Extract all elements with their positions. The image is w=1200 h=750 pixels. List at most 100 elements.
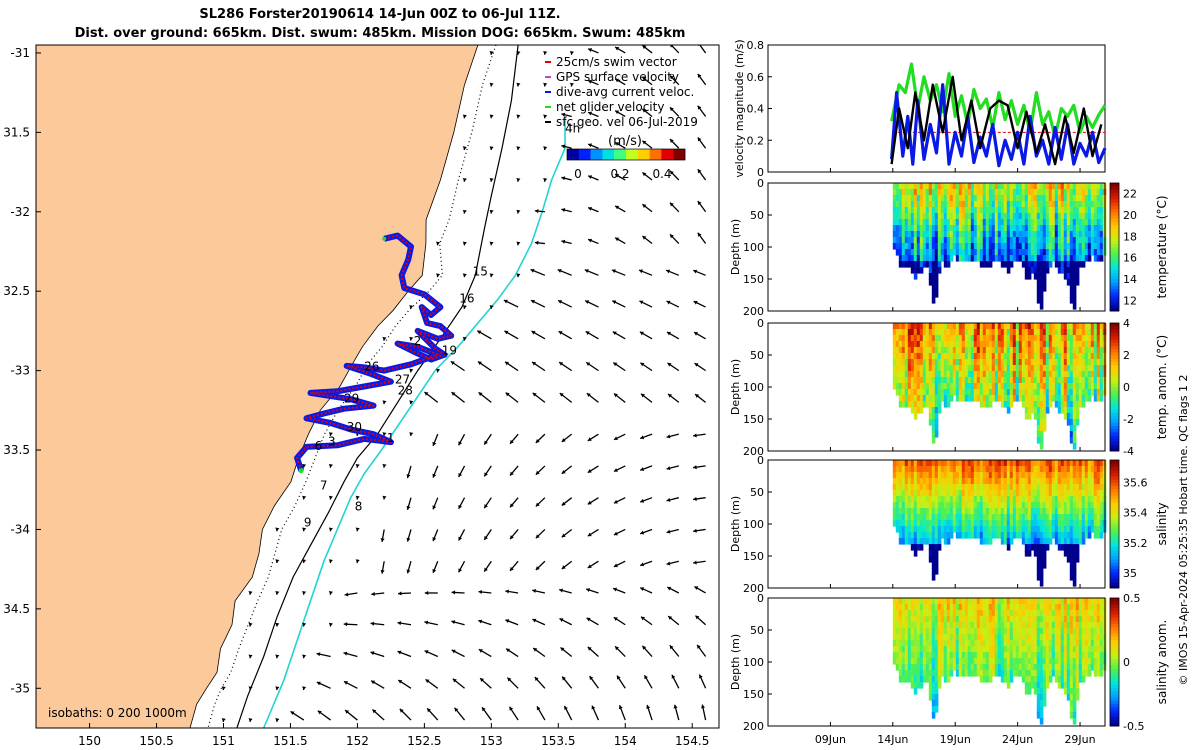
section-cell [1012, 335, 1017, 342]
section-cell [1084, 616, 1089, 623]
section-cell [1027, 532, 1032, 539]
section-cell [913, 622, 918, 629]
section-cell [1066, 243, 1071, 250]
section-cell [985, 532, 990, 539]
velocity-arrow-head [248, 718, 253, 722]
section-cell [1024, 219, 1029, 226]
section-cell [919, 532, 924, 539]
section-cell [1030, 622, 1035, 629]
section-cell [1078, 520, 1083, 527]
section-cell [1051, 371, 1056, 378]
velocity-arrow-head [275, 686, 280, 691]
map-x-tick-label: 153.5 [541, 734, 575, 748]
section-cell [1066, 207, 1071, 214]
land [36, 45, 479, 728]
section-cell [943, 490, 948, 497]
section-cell [955, 189, 960, 196]
section-cell [1015, 640, 1020, 647]
section-cell [1075, 616, 1080, 623]
colorbar-segment [1110, 199, 1119, 203]
section-cell [982, 261, 987, 268]
section-cell [958, 514, 963, 521]
section-cell [922, 225, 927, 232]
section-cell [991, 598, 996, 605]
section-cell [976, 652, 981, 659]
section-cell [1057, 219, 1062, 226]
section-cell [931, 556, 936, 563]
section-cell [1099, 323, 1104, 330]
section-cell [934, 195, 939, 202]
section-cell [925, 207, 930, 214]
section-cell [988, 460, 993, 467]
section-cell [1099, 359, 1104, 366]
velocity-arrow-head [666, 434, 671, 439]
section-cell [1030, 502, 1035, 509]
section-cell [940, 207, 945, 214]
section-cell [973, 347, 978, 354]
section-cell [910, 466, 915, 473]
section-cell [1042, 183, 1047, 190]
section-cell [1066, 538, 1071, 545]
section-cell [1087, 646, 1092, 653]
section-cell [988, 371, 993, 378]
section-cell [991, 640, 996, 647]
section-cell [1033, 407, 1038, 414]
section-cell [913, 371, 918, 378]
section-cell [1003, 219, 1008, 226]
section-cell [922, 508, 927, 515]
section-cell [964, 616, 969, 623]
section-cell [913, 520, 918, 527]
section-cell [1003, 460, 1008, 467]
section-cell [916, 514, 921, 521]
section-cell [1087, 664, 1092, 671]
section-cell [1024, 688, 1029, 695]
section-cell [946, 201, 951, 208]
section-cell [1069, 401, 1074, 408]
section-cell [1066, 395, 1071, 402]
section-cell [1036, 225, 1041, 232]
section-cell [991, 466, 996, 473]
colorbar-segment [1110, 578, 1119, 583]
section-cell [1084, 610, 1089, 617]
section-cell [952, 472, 957, 479]
velocity-arrow-head [248, 591, 253, 595]
section-cell [934, 341, 939, 348]
section-cell [1003, 472, 1008, 479]
section-cell [1006, 243, 1011, 250]
section-cell [949, 646, 954, 653]
velocity-arrow-head [697, 201, 702, 205]
section-cell [931, 255, 936, 262]
section-cell [1084, 323, 1089, 330]
section-cell [964, 478, 969, 485]
section-cell [913, 490, 918, 497]
section-cell [1099, 213, 1104, 220]
section-cell [1099, 243, 1104, 250]
section-cell [1027, 460, 1032, 467]
velocity-arrow-head [693, 528, 697, 533]
legend-colorbar-segment [602, 149, 615, 160]
velocity-arrow-head [372, 709, 377, 714]
section-cell [1069, 538, 1074, 545]
section-cell [955, 460, 960, 467]
section-cell [964, 243, 969, 250]
section-cell [1078, 508, 1083, 515]
section-cell [1042, 341, 1047, 348]
velocity-arrow-head [613, 393, 618, 398]
section-cell [997, 395, 1002, 402]
section-cell [985, 213, 990, 220]
section-cell [892, 383, 897, 390]
section-cell [1027, 670, 1032, 677]
section-cell [928, 556, 933, 563]
section-cell [1090, 353, 1095, 360]
section-cell [937, 389, 942, 396]
section-cell [904, 472, 909, 479]
section-cell [1021, 484, 1026, 491]
section-cell [1078, 484, 1083, 491]
section-cell [937, 335, 942, 342]
section-cell [919, 219, 924, 226]
section-cell [1009, 213, 1014, 220]
section-cell [928, 688, 933, 695]
section-cell [1021, 341, 1026, 348]
velocity-arrow-head [694, 363, 699, 367]
section-cell [1045, 207, 1050, 214]
